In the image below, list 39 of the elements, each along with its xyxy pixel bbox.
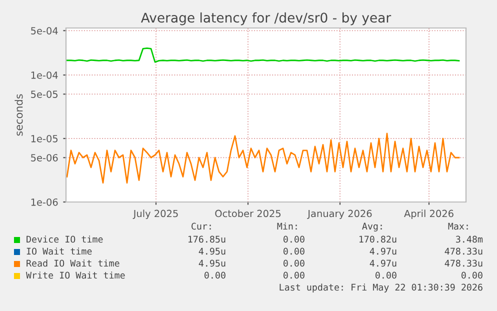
text: 0.00: [284, 260, 304, 267]
legend-label: IO Wait time: [26, 248, 92, 255]
x-tick-label: October 2025: [215, 210, 281, 218]
text: 478.33u: [444, 260, 482, 267]
legend-label: Write IO Wait time: [26, 272, 125, 279]
text: 3.48m: [456, 236, 483, 243]
y-tick-label: 1e-06: [31, 198, 58, 206]
text: 478.33u: [444, 248, 482, 255]
chart-title: Average latency for /dev/sr0 - by year: [140, 12, 392, 26]
text: Last update: Fri May 22 01:30:39 2026: [280, 284, 482, 292]
text: 0.00: [284, 248, 304, 255]
text: 0.00: [462, 272, 482, 279]
text: 4.97u: [370, 248, 396, 255]
line-series: [66, 132, 460, 184]
legend-label: Device IO time: [26, 236, 103, 243]
text: 4.97u: [370, 260, 396, 267]
text: 0.00: [284, 236, 304, 243]
text: Min:: [277, 222, 297, 230]
y-tick-label: 5e-05: [31, 90, 58, 98]
y-tick-label: 1e-05: [31, 134, 58, 142]
line-series: [66, 47, 460, 63]
y-tick-label: 5e-04: [31, 27, 58, 34]
x-tick-label: April 2026: [404, 210, 454, 220]
text: 0.00: [204, 272, 226, 279]
text: 0.00: [284, 272, 304, 279]
y-tick-label: 5e-06: [31, 154, 58, 162]
x-tick-label: January 2026: [307, 210, 372, 220]
text: Cur:: [192, 222, 211, 230]
text: Max:: [448, 222, 468, 230]
text: 176.85u: [188, 236, 226, 243]
text: Avg:: [362, 222, 382, 232]
x-tick-label: July 2025: [132, 210, 178, 220]
text: 4.95u: [198, 248, 226, 255]
y-tick-label: 1e-04: [31, 71, 58, 79]
legend-label: Read IO Wait time: [26, 260, 120, 267]
y-axis-title: seconds: [14, 94, 23, 136]
text: 0.00: [376, 272, 396, 279]
text: 170.82u: [359, 236, 396, 243]
text: 4.95u: [198, 260, 226, 267]
